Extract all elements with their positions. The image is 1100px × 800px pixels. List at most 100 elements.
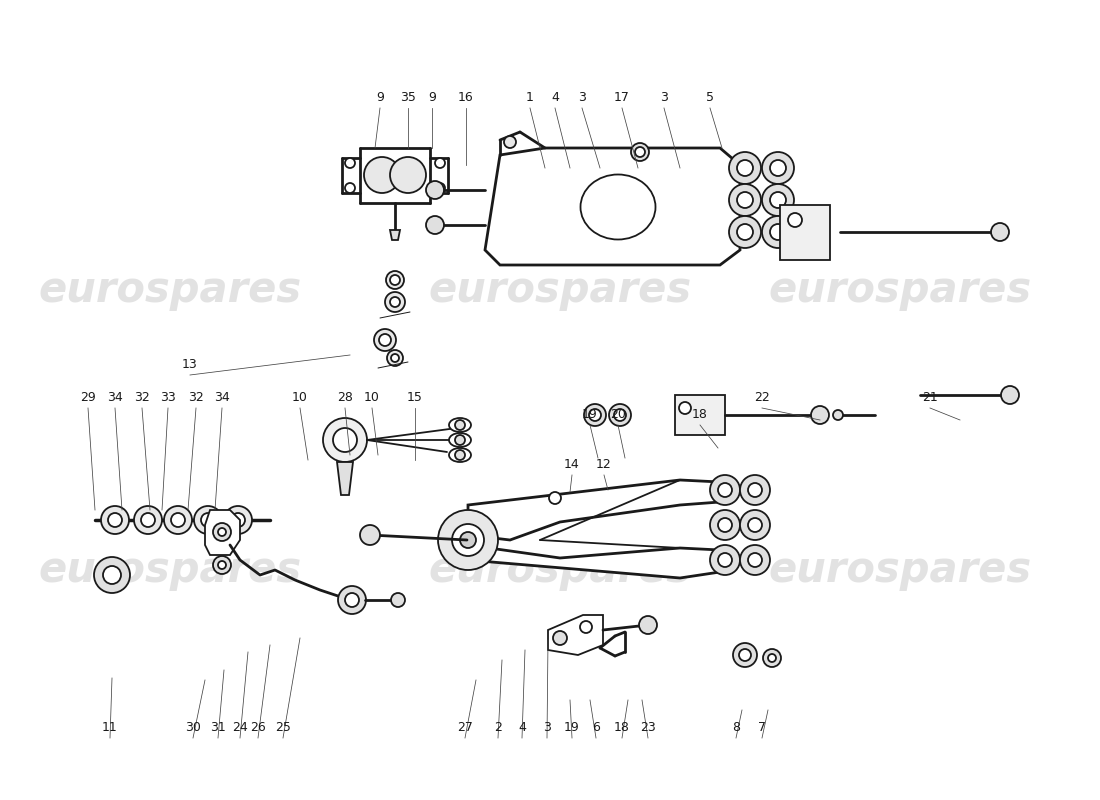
Circle shape [455,435,465,445]
Text: 35: 35 [400,91,416,104]
Text: 23: 23 [640,721,656,734]
Text: eurospares: eurospares [39,549,301,591]
Circle shape [460,532,476,548]
Circle shape [1001,386,1019,404]
Circle shape [390,275,400,285]
Circle shape [639,616,657,634]
Text: 28: 28 [337,391,353,404]
Circle shape [385,292,405,312]
Text: 21: 21 [922,391,938,404]
Circle shape [386,271,404,289]
Circle shape [345,593,359,607]
Circle shape [768,654,776,662]
Text: 17: 17 [614,91,630,104]
Text: 10: 10 [364,391,380,404]
Circle shape [452,524,484,556]
Circle shape [679,402,691,414]
Polygon shape [468,545,720,578]
Circle shape [390,354,399,362]
Circle shape [588,409,601,421]
Text: 6: 6 [592,721,600,734]
Circle shape [553,631,566,645]
Circle shape [710,545,740,575]
Text: 29: 29 [80,391,96,404]
Circle shape [390,593,405,607]
Circle shape [333,428,358,452]
Bar [675,395,725,435]
Circle shape [360,525,379,545]
Polygon shape [548,615,603,655]
Text: 11: 11 [102,721,118,734]
Circle shape [103,566,121,584]
Circle shape [740,475,770,505]
Ellipse shape [449,433,471,447]
Circle shape [218,528,226,536]
Text: 25: 25 [275,721,290,734]
Circle shape [737,224,754,240]
Circle shape [833,410,843,420]
Circle shape [609,404,631,426]
Circle shape [740,545,770,575]
Text: 33: 33 [161,391,176,404]
Text: 19: 19 [582,408,598,421]
Text: eurospares: eurospares [428,269,692,311]
Text: 7: 7 [758,721,766,734]
Text: 18: 18 [692,408,708,421]
Circle shape [426,216,444,234]
Circle shape [504,136,516,148]
Circle shape [549,492,561,504]
Circle shape [345,158,355,168]
Circle shape [141,513,155,527]
Circle shape [718,518,732,532]
Circle shape [748,518,762,532]
Circle shape [762,184,794,216]
Circle shape [748,553,762,567]
Text: 22: 22 [755,391,770,404]
Circle shape [729,184,761,216]
Circle shape [763,649,781,667]
Text: 10: 10 [293,391,308,404]
Circle shape [201,513,214,527]
Circle shape [438,510,498,570]
Circle shape [614,409,626,421]
Text: eurospares: eurospares [39,269,301,311]
Circle shape [426,181,444,199]
Circle shape [434,183,446,193]
Circle shape [729,216,761,248]
Circle shape [379,334,390,346]
Circle shape [788,213,802,227]
Text: 5: 5 [706,91,714,104]
Text: 34: 34 [107,391,123,404]
Circle shape [770,224,786,240]
Text: 9: 9 [428,91,436,104]
Circle shape [737,160,754,176]
Text: 8: 8 [732,721,740,734]
Text: 3: 3 [543,721,551,734]
Circle shape [762,152,794,184]
Circle shape [164,506,192,534]
Circle shape [323,418,367,462]
Circle shape [718,553,732,567]
Circle shape [434,158,446,168]
Circle shape [710,475,740,505]
Text: 14: 14 [564,458,580,471]
Circle shape [811,406,829,424]
Text: 34: 34 [214,391,230,404]
Text: 32: 32 [134,391,150,404]
Bar [780,205,830,260]
Text: 4: 4 [518,721,526,734]
Circle shape [991,223,1009,241]
Circle shape [762,216,794,248]
Circle shape [194,506,222,534]
Circle shape [740,510,770,540]
Circle shape [170,513,185,527]
Circle shape [213,523,231,541]
Circle shape [390,297,400,307]
Circle shape [387,350,403,366]
Circle shape [364,157,400,193]
Circle shape [748,483,762,497]
Circle shape [224,506,252,534]
Text: 30: 30 [185,721,201,734]
Text: 2: 2 [494,721,502,734]
Text: 16: 16 [458,91,474,104]
